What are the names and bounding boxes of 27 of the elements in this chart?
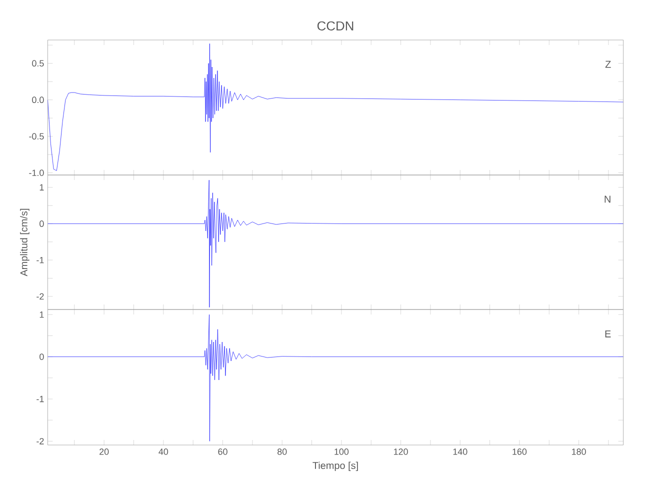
- y-tick-label: 0: [40, 354, 44, 360]
- x-tick-label: 80: [278, 448, 287, 455]
- y-tick-label: -1: [36, 396, 44, 402]
- x-tick-label: 100: [334, 448, 349, 455]
- y-tick-label: 0.5: [32, 60, 44, 67]
- y-tick-label: 1: [40, 184, 44, 190]
- y-tick-label: 1: [40, 311, 44, 318]
- y-tick-label: -2: [36, 438, 44, 444]
- x-axis-title: Tiempo [s]: [312, 462, 358, 471]
- y-tick-label: -0.5: [29, 133, 44, 140]
- y-tick-label: 0.0: [32, 96, 44, 104]
- x-tick-label: 120: [394, 448, 408, 455]
- x-tick-label: 40: [158, 448, 168, 455]
- x-tick-label: 180: [572, 448, 586, 455]
- y-tick-label: -2: [36, 293, 44, 300]
- y-tick-label: -1: [36, 256, 44, 264]
- y-tick-label: -1.0: [29, 170, 44, 176]
- y-tick-label: 0: [40, 220, 44, 227]
- annotation: N: [604, 196, 610, 203]
- annotation: E: [605, 330, 611, 338]
- y-axis-title: Amplitud [cm/s]: [20, 208, 30, 276]
- chart-title: CCDN: [317, 21, 354, 30]
- x-tick-label: 140: [453, 448, 468, 455]
- x-tick-label: 20: [100, 448, 109, 455]
- x-tick-label: 60: [218, 448, 228, 455]
- annotation: Z: [605, 60, 611, 68]
- x-tick-label: 160: [512, 448, 527, 455]
